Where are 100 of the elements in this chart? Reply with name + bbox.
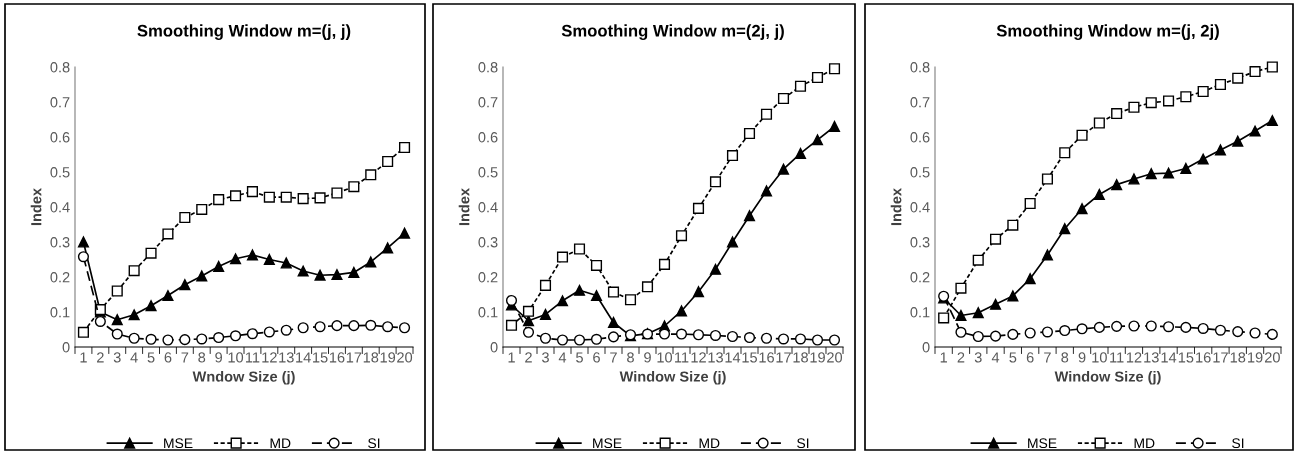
y-tick-label: 0.4 [478,202,498,213]
y-tick-label: 0.5 [50,167,70,178]
y-tick-label: 0.7 [478,97,498,108]
y-tick-label: 0.2 [910,272,930,283]
y-axis-title: Index [458,188,470,226]
y-tick-label: 0.4 [910,202,930,213]
x-tick-label: 16 [329,352,345,363]
y-tick-label: 0.5 [910,167,930,178]
x-tick-label: 13 [1144,352,1159,363]
x-tick-label: 2 [525,352,532,363]
x-tick-label: 14 [725,352,741,363]
x-tick-label: 3 [974,352,982,363]
x-tick-label: 2 [957,352,965,363]
y-tick-label: 0.2 [50,272,70,283]
x-tick-label: 19 [1248,352,1263,363]
x-tick-label: 14 [1161,352,1177,363]
x-tick-label: 15 [313,352,328,363]
y-tick-label: 0.7 [910,97,930,108]
y-tick-label: 0.6 [50,132,70,143]
x-tick-label: 18 [793,352,808,363]
x-axis-title: Window Size (j) [619,371,726,385]
y-tick-label: 0.6 [478,132,498,143]
x-tick-label: 7 [1044,352,1051,363]
x-tick-label: 10 [1092,352,1107,363]
x-tick-label: 20 [1264,352,1280,363]
x-tick-label: 7 [610,352,617,363]
x-tick-label: 14 [296,352,311,363]
x-tick-label: 13 [708,352,723,363]
x-tick-label: 5 [1009,352,1017,363]
x-tick-label: 17 [346,352,362,363]
y-tick-label: 0.3 [478,237,498,248]
chart-title: Smoothing Window m=(j, j) [137,24,351,40]
x-tick-label: 9 [215,352,223,363]
x-tick-label: 9 [1078,352,1086,363]
x-tick-label: 17 [1213,352,1228,363]
y-axis-title: Index [30,188,42,226]
y-tick-label: 0 [490,342,498,353]
legend-label: SI [1232,438,1244,449]
x-tick-label: 13 [279,352,294,363]
legend-label: SI [368,438,380,449]
x-tick-label: 11 [1110,352,1124,363]
legend-label: MSE [593,438,622,449]
x-tick-label: 5 [147,352,155,363]
x-tick-label: 18 [1230,352,1246,363]
y-tick-label: 0.6 [910,132,930,143]
y-tick-label: 0.1 [50,307,70,318]
y-tick-label: 0.4 [50,202,70,213]
x-tick-label: 6 [164,352,172,363]
y-tick-label: 0.1 [910,307,930,318]
x-tick-label: 6 [1026,352,1034,363]
y-tick-label: 0.8 [910,62,930,73]
x-tick-label: 1 [940,352,947,363]
x-tick-label: 10 [657,352,673,363]
x-tick-label: 17 [776,352,791,363]
x-tick-label: 18 [363,352,379,363]
x-tick-label: 11 [675,352,689,363]
x-tick-label: 15 [1178,352,1194,363]
chart-title: Smoothing Window m=(2j, j) [561,24,784,40]
legend-label: MD [270,438,291,448]
x-tick-label: 15 [742,352,757,363]
x-tick-label: 4 [991,352,1000,363]
x-tick-label: 3 [542,352,549,363]
x-tick-label: 12 [262,352,277,363]
y-tick-label: 0 [922,342,930,353]
x-axis-title: Window Size (j) [1054,371,1161,385]
x-tick-label: 2 [97,352,104,363]
chart-title: Smoothing Window m=(j, 2j) [996,24,1219,40]
x-tick-label: 20 [397,352,413,363]
y-tick-label: 0.7 [50,97,70,108]
x-tick-label: 16 [1196,352,1211,363]
x-tick-label: 10 [228,352,244,363]
legend-label: MSE [1028,438,1057,449]
x-tick-label: 7 [181,352,189,363]
y-tick-label: 0.3 [910,237,930,248]
x-tick-label: 1 [508,352,515,363]
x-tick-label: 4 [558,352,567,363]
y-tick-label: 0.2 [478,272,498,283]
y-tick-label: 0.8 [50,62,70,73]
legend-label: MD [699,438,720,448]
y-axis-title: Index [890,188,902,226]
y-tick-label: 0.3 [50,237,70,248]
x-axis-title: Wndow Size (j) [192,371,295,385]
x-tick-label: 4 [130,352,138,363]
x-tick-label: 8 [1061,352,1069,363]
y-tick-label: 0.8 [478,62,498,73]
x-tick-label: 12 [691,352,706,363]
legend-label: SI [797,438,809,449]
x-tick-label: 6 [593,352,600,363]
y-tick-label: 0 [62,342,70,353]
legend-label: MD [1134,438,1155,448]
x-tick-label: 11 [245,352,260,363]
x-tick-label: 8 [627,352,634,363]
x-tick-label: 16 [759,352,774,363]
x-tick-label: 12 [1126,352,1142,363]
y-tick-label: 0.5 [478,167,498,178]
x-tick-label: 19 [380,352,396,363]
x-tick-label: 20 [827,352,843,363]
legend-label: MSE [164,438,193,449]
x-tick-label: 19 [810,352,825,363]
x-tick-label: 1 [80,352,87,363]
